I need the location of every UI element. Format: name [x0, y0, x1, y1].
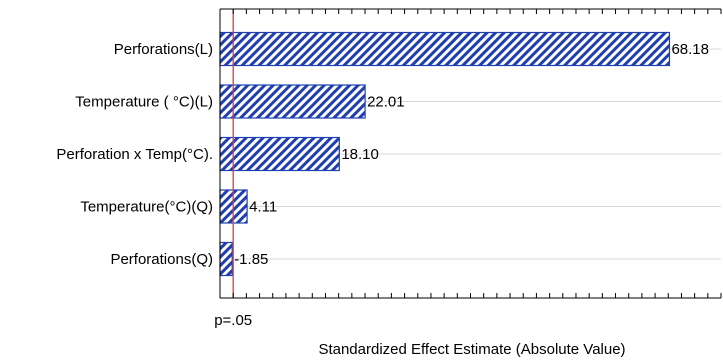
bar: [219, 136, 340, 172]
label-layer: 68.18 Perforations(L) 22.01 Temperature ( °…: [56, 41, 709, 358]
category-label: Temperature(°C)(Q): [80, 199, 213, 216]
bar: [219, 31, 671, 67]
category-label: Perforation x Temp(°C).: [56, 146, 213, 163]
value-label: 68.18: [671, 41, 709, 58]
bar: [219, 84, 366, 119]
category-label: Temperature ( °C)(L): [75, 94, 213, 111]
x-axis-title: Standardized Effect Estimate (Absolute V…: [318, 341, 625, 358]
value-label: -1.85: [234, 251, 268, 268]
category-label: Perforations(Q): [110, 251, 213, 268]
category-label: Perforations(L): [114, 41, 213, 58]
bar: [219, 241, 233, 277]
value-label: 22.01: [367, 94, 405, 111]
axis-layer: [219, 8, 722, 299]
value-label: 4.11: [249, 199, 277, 216]
significance-label: p=.05: [214, 312, 252, 329]
value-label: 18.10: [341, 146, 379, 163]
